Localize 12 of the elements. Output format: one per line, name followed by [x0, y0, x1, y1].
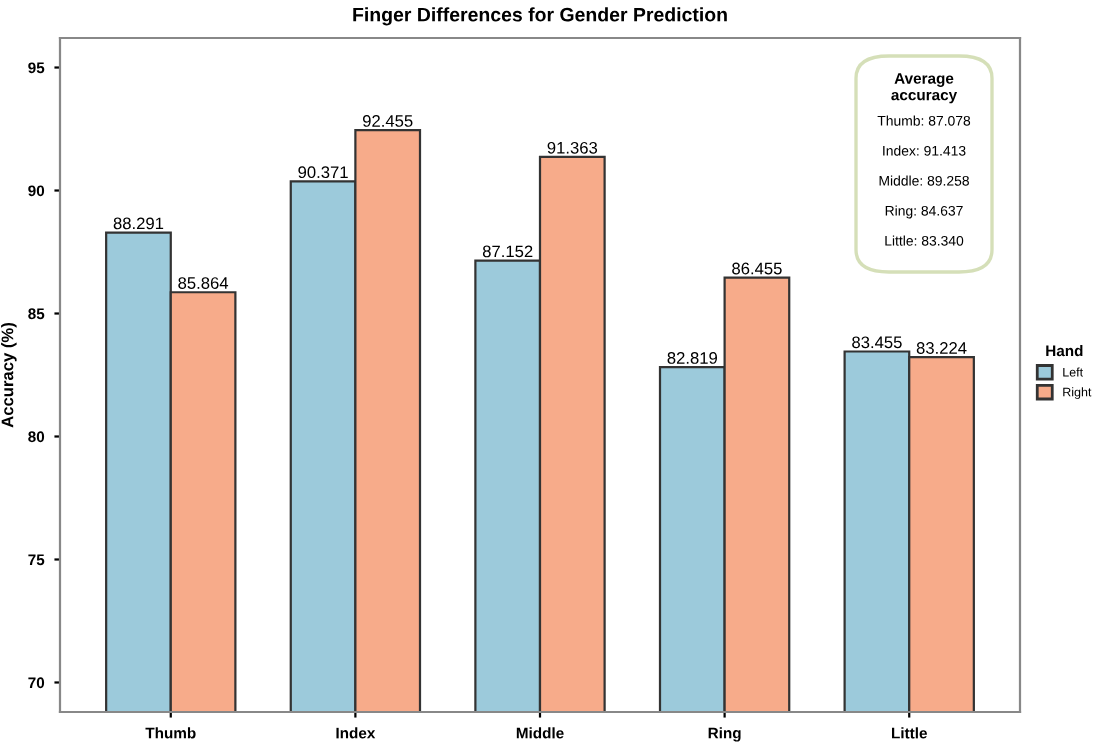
- data-label: 82.819: [667, 352, 718, 364]
- data-label: 83.455: [852, 336, 902, 349]
- y-axis-title: Accuracy (%): [1, 323, 17, 428]
- data-label: 92.455: [362, 115, 413, 127]
- data-label: 87.152: [482, 245, 533, 258]
- data-label: 85.864: [178, 277, 229, 289]
- data-label: 90.371: [298, 166, 348, 179]
- chart-title: Finger Differences for Gender Prediction: [353, 7, 727, 26]
- data-label: 91.363: [547, 141, 598, 154]
- data-label: 88.291: [113, 217, 164, 230]
- data-label: 83.224: [916, 342, 967, 354]
- data-label: 86.455: [732, 262, 782, 275]
